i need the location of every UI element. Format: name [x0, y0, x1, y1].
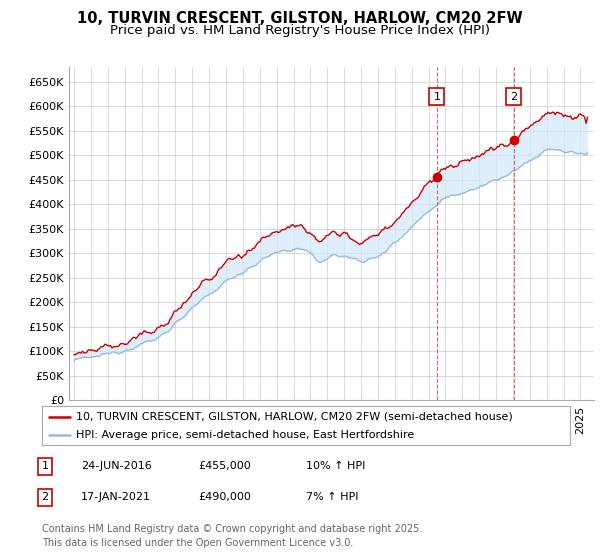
Text: 2: 2: [510, 92, 517, 101]
Text: 24-JUN-2016: 24-JUN-2016: [81, 461, 152, 472]
Text: 7% ↑ HPI: 7% ↑ HPI: [306, 492, 359, 502]
Text: 10% ↑ HPI: 10% ↑ HPI: [306, 461, 365, 472]
Text: HPI: Average price, semi-detached house, East Hertfordshire: HPI: Average price, semi-detached house,…: [76, 430, 415, 440]
Text: Contains HM Land Registry data © Crown copyright and database right 2025.
This d: Contains HM Land Registry data © Crown c…: [42, 525, 422, 548]
Text: 10, TURVIN CRESCENT, GILSTON, HARLOW, CM20 2FW: 10, TURVIN CRESCENT, GILSTON, HARLOW, CM…: [77, 11, 523, 26]
Text: 17-JAN-2021: 17-JAN-2021: [81, 492, 151, 502]
Text: £455,000: £455,000: [198, 461, 251, 472]
Text: Price paid vs. HM Land Registry's House Price Index (HPI): Price paid vs. HM Land Registry's House …: [110, 24, 490, 36]
Text: 10, TURVIN CRESCENT, GILSTON, HARLOW, CM20 2FW (semi-detached house): 10, TURVIN CRESCENT, GILSTON, HARLOW, CM…: [76, 412, 513, 422]
Text: 1: 1: [41, 461, 49, 472]
Text: £490,000: £490,000: [198, 492, 251, 502]
Text: 2: 2: [41, 492, 49, 502]
Text: 1: 1: [433, 92, 440, 101]
